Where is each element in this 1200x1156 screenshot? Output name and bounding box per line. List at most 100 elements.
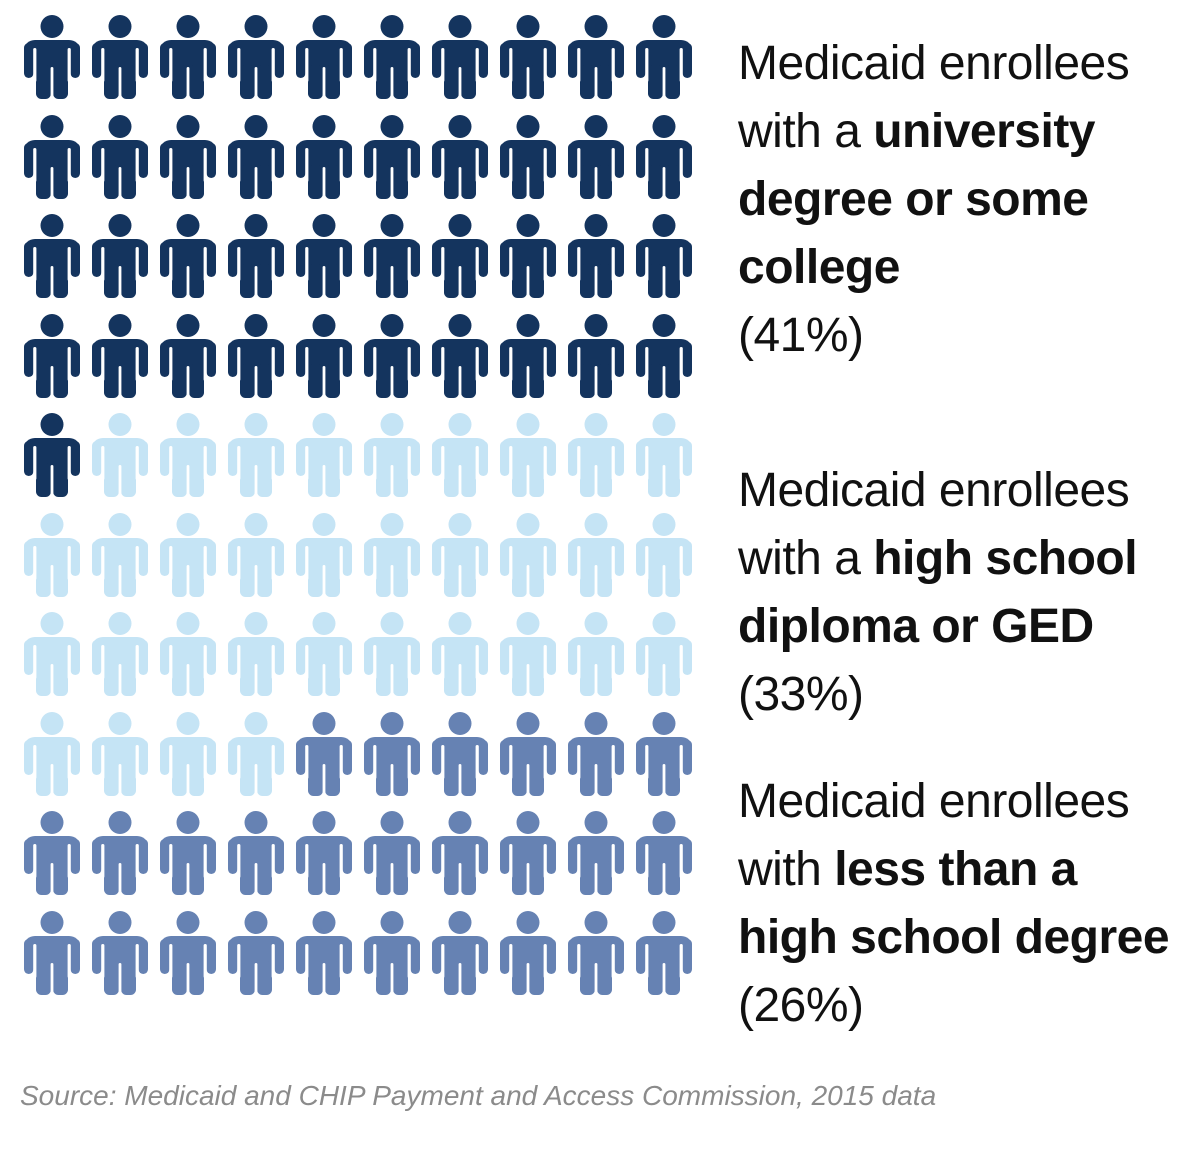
person-icon [500, 115, 556, 199]
person-icon [160, 314, 216, 398]
person-icon [160, 612, 216, 696]
group-label-3: Medicaid enrollees with less than a high s… [738, 768, 1200, 1040]
person-icon [500, 15, 556, 99]
person-icon [296, 115, 352, 199]
person-icon [432, 314, 488, 398]
person-icon [432, 513, 488, 597]
person-icon [500, 214, 556, 298]
person-icon [92, 811, 148, 895]
person-icon [568, 15, 624, 99]
person-icon [160, 513, 216, 597]
person-icon [364, 911, 420, 995]
person-icon [432, 214, 488, 298]
source-note: Source: Medicaid and CHIP Payment and Ac… [20, 1080, 937, 1111]
group-label-line: Medicaid enrollees [738, 464, 1130, 517]
person-icon [296, 214, 352, 298]
person-icon [296, 712, 352, 796]
person-icon [160, 115, 216, 199]
group-label-line: college [738, 241, 900, 294]
pictograph-grid [24, 15, 704, 1010]
person-icon [568, 115, 624, 199]
person-icon [160, 15, 216, 99]
person-icon [296, 314, 352, 398]
person-icon [228, 413, 284, 497]
group-label-line: diploma or GED [738, 600, 1094, 653]
person-icon [364, 413, 420, 497]
group-label-1: Medicaid enrollees with a university degre… [738, 30, 1200, 370]
person-icon [24, 811, 80, 895]
person-icon [568, 712, 624, 796]
person-icon [24, 214, 80, 298]
person-icon [636, 911, 692, 995]
person-icon [92, 15, 148, 99]
person-icon [500, 314, 556, 398]
person-icon [92, 612, 148, 696]
person-icon [432, 15, 488, 99]
person-icon [92, 413, 148, 497]
person-icon [228, 612, 284, 696]
person-icon [228, 712, 284, 796]
person-icon [636, 115, 692, 199]
person-icon [92, 115, 148, 199]
person-icon [364, 15, 420, 99]
person-icon [364, 811, 420, 895]
group-label-line: degree or some [738, 173, 1089, 226]
group-label-line: (33%) [738, 668, 864, 721]
person-icon [364, 513, 420, 597]
person-icon [228, 15, 284, 99]
person-icon [24, 314, 80, 398]
person-icon [92, 214, 148, 298]
person-icon [160, 811, 216, 895]
person-icon [24, 513, 80, 597]
person-icon [364, 612, 420, 696]
person-icon [636, 811, 692, 895]
person-icon [24, 612, 80, 696]
person-icon [568, 413, 624, 497]
person-icon [24, 15, 80, 99]
person-icon [24, 712, 80, 796]
person-icon [364, 115, 420, 199]
person-icon [636, 214, 692, 298]
person-icon [92, 712, 148, 796]
person-icon [160, 911, 216, 995]
person-icon [500, 712, 556, 796]
person-icon [500, 811, 556, 895]
person-icon [500, 413, 556, 497]
person-icon [296, 15, 352, 99]
person-icon [228, 911, 284, 995]
person-icon [568, 911, 624, 995]
group-label-line: Medicaid enrollees [738, 775, 1130, 828]
person-icon [568, 513, 624, 597]
person-icon [228, 115, 284, 199]
person-icon [296, 513, 352, 597]
group-label-2: Medicaid enrollees with a high school dipl… [738, 457, 1200, 729]
person-icon [432, 612, 488, 696]
person-icon [296, 911, 352, 995]
person-icon [228, 314, 284, 398]
person-icon [636, 513, 692, 597]
person-icon [92, 911, 148, 995]
group-labels: Medicaid enrollees with a university degre… [738, 0, 1200, 1156]
person-icon [160, 712, 216, 796]
person-icon [160, 413, 216, 497]
group-label-line: with a university [738, 105, 1095, 158]
group-label-line: with less than a [738, 843, 1077, 896]
person-icon [636, 712, 692, 796]
person-icon [636, 612, 692, 696]
person-icon [160, 214, 216, 298]
person-icon [500, 612, 556, 696]
person-icon [24, 413, 80, 497]
person-icon [364, 214, 420, 298]
person-icon [92, 314, 148, 398]
person-icon [432, 811, 488, 895]
person-icon [228, 811, 284, 895]
person-icon [296, 811, 352, 895]
person-icon [568, 314, 624, 398]
person-icon [636, 413, 692, 497]
person-icon [432, 712, 488, 796]
group-label-line: with a high school [738, 532, 1138, 585]
person-icon [364, 712, 420, 796]
person-icon [228, 513, 284, 597]
person-icon [432, 911, 488, 995]
